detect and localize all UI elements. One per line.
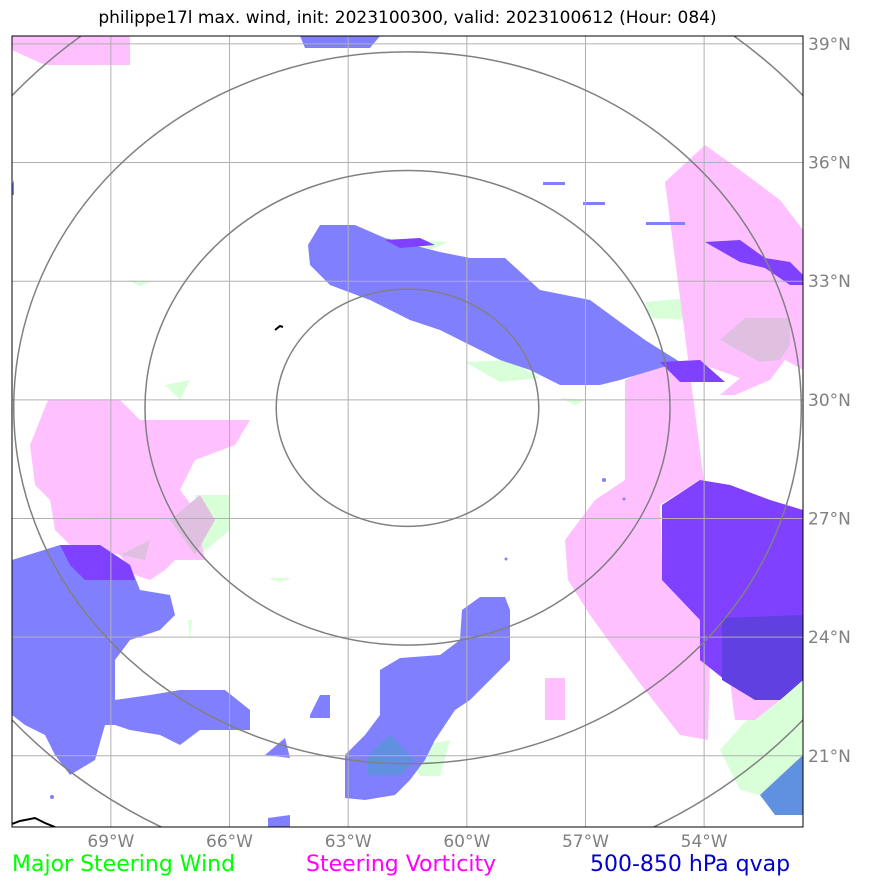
lon-tick-label: 63°W: [325, 832, 372, 852]
map-title: philippe17l max. wind, init: 2023100300,…: [98, 8, 717, 28]
lat-tick-label: 24°N: [808, 628, 851, 648]
graticule: [12, 36, 803, 827]
lat-tick-label: 33°N: [808, 272, 851, 292]
legend-steering-vorticity: Steering Vorticity: [306, 852, 497, 877]
legend-qvap: 500-850 hPa qvap: [590, 852, 791, 877]
qvap-wind-overlap: [368, 735, 803, 815]
coastline: [12, 324, 284, 827]
range-ring: [12, 51, 803, 765]
lon-tick-label: 69°W: [87, 832, 134, 852]
map-frame: [11, 35, 804, 828]
lon-tick-label: 60°W: [443, 832, 490, 852]
lon-tick-label: 66°W: [206, 832, 253, 852]
lat-tick-label: 30°N: [808, 391, 851, 411]
lat-tick-label: 39°N: [808, 35, 851, 55]
qvap-vorticity-overlap-dark: [722, 615, 803, 700]
overlap-shading: [120, 318, 790, 560]
axis-tick-labels: 69°W 66°W 63°W 60°W 57°W 54°W 21°N 24°N 27°N 30°N…: [87, 35, 850, 852]
lat-tick-label: 27°N: [808, 510, 851, 530]
lat-tick-label: 21°N: [808, 747, 851, 767]
lon-tick-label: 57°W: [562, 832, 609, 852]
range-ring: [144, 169, 671, 646]
lat-tick-label: 36°N: [808, 154, 851, 174]
legend-steering-wind: Major Steering Wind: [12, 852, 236, 877]
lon-tick-label: 54°W: [681, 832, 728, 852]
range-ring: [275, 288, 540, 528]
